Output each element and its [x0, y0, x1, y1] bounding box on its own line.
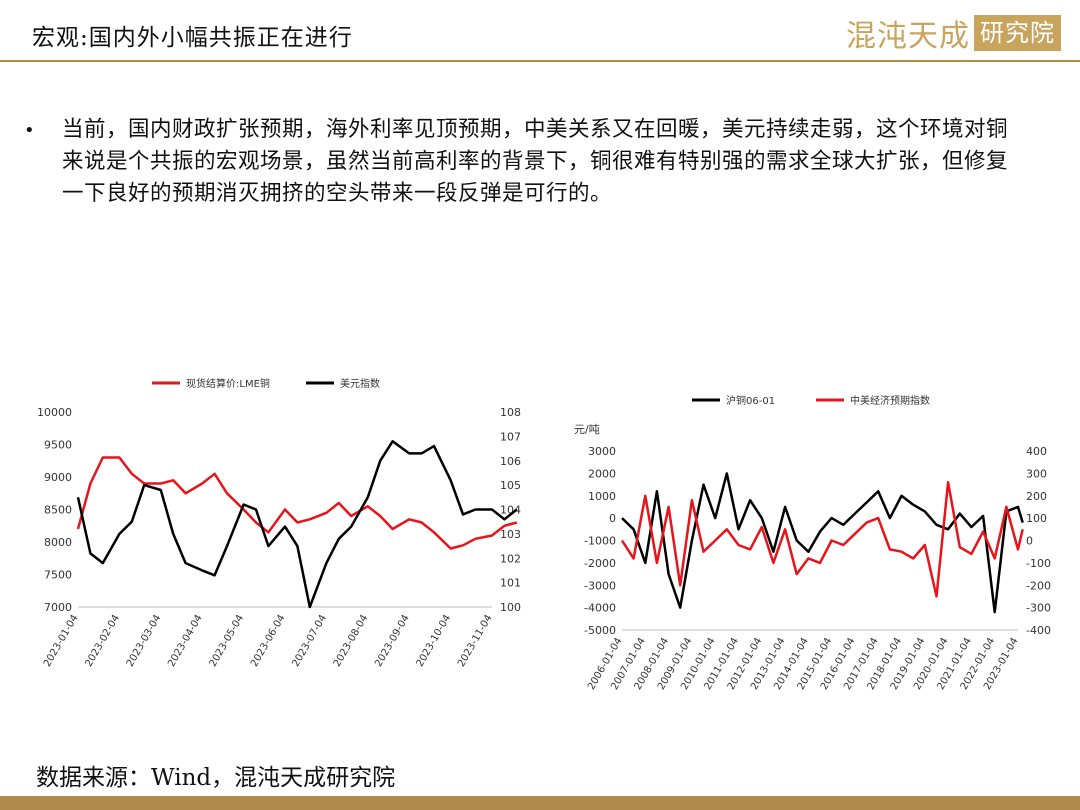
x-tick-label: 2023-09-04: [373, 613, 412, 669]
y-right-tick-label: -400: [1026, 624, 1051, 637]
y-right-tick-label: 107: [500, 430, 521, 443]
logo-box-text: 研究院: [974, 15, 1061, 51]
y-left-tick-label: 9000: [44, 471, 72, 484]
chart-shfe-spread-vs-expectation: 沪铜06-01 中美经济预期指数3000200010000-1000-2000-3…: [574, 394, 1051, 692]
y-left-tick-label: 1000: [588, 490, 616, 503]
bullet-icon: •: [24, 120, 35, 141]
y-left-tick-label: -2000: [584, 557, 616, 570]
y-left-tick-label: 3000: [588, 445, 616, 458]
series-line: [76, 456, 518, 550]
header-rule: [0, 60, 1080, 62]
y-right-tick-label: 102: [500, 552, 521, 565]
y-right-tick-label: 106: [500, 455, 521, 468]
legend-label: 美元指数: [340, 377, 380, 390]
chart-lme-copper-vs-usd: 现货结算价:LME铜 美元指数 10000 9500 9000 8500 8000 7500 7…: [37, 377, 521, 669]
y-right-tick-label: -300: [1026, 602, 1051, 615]
x-tick-label: 2023-08-04: [332, 613, 371, 669]
y-right-tick-label: 0: [1026, 535, 1033, 548]
y-left-tick-label: 10000: [37, 406, 72, 419]
x-tick-label: 2023-04-04: [166, 613, 205, 669]
y-left-tick-label: -3000: [584, 579, 616, 592]
y-right-tick-label: 105: [500, 479, 521, 492]
brand-logo: 混沌天成 研究院: [846, 14, 1061, 54]
x-tick-label: 2023-11-04: [456, 613, 495, 669]
legend-label: 中美经济预期指数: [850, 394, 930, 407]
x-tick-label: 2023-03-04: [125, 613, 164, 669]
y-left-unit: 元/吨: [574, 423, 600, 436]
y-right-tick-label: 100: [500, 601, 521, 614]
x-tick-label: 2023-07-04: [290, 613, 329, 669]
x-tick-label: 2023-02-04: [83, 613, 122, 669]
y-left-tick-label: -1000: [584, 535, 616, 548]
x-tick-label: 2023-05-04: [208, 613, 247, 669]
y-right-tick-label: 400: [1026, 445, 1047, 458]
y-right-tick-label: 104: [500, 504, 521, 517]
y-right-tick-label: 103: [500, 528, 521, 541]
slide-title: 宏观:国内外小幅共振正在进行: [32, 25, 353, 51]
series-line: [76, 440, 518, 609]
legend-label: 沪铜06-01: [726, 394, 775, 407]
y-left-tick-label: -4000: [584, 602, 616, 615]
y-right-tick-label: -100: [1026, 557, 1051, 570]
series-line: [620, 481, 1024, 598]
y-left-tick-label: 2000: [588, 467, 616, 480]
bottom-bar: [0, 796, 1080, 810]
y-left-tick-label: 7000: [44, 601, 72, 614]
y-left-tick-label: 9500: [44, 439, 72, 452]
y-right-tick-label: -200: [1026, 579, 1051, 592]
bullet-paragraph: 当前，国内财政扩张预期，海外利率见顶预期，中美关系又在回暖，美元持续走弱，这个环…: [62, 117, 1009, 206]
y-right-tick-label: 101: [500, 577, 521, 590]
y-left-tick-label: 0: [609, 512, 616, 525]
y-right-tick-label: 300: [1026, 467, 1047, 480]
y-right-tick-label: 108: [500, 406, 521, 419]
y-left-tick-label: 7500: [44, 569, 72, 582]
data-source: 数据来源：Wind，混沌天成研究院: [36, 765, 396, 791]
legend-label: 现货结算价:LME铜: [186, 377, 270, 390]
y-right-tick-label: 100: [1026, 512, 1047, 525]
logo-text: 混沌天成: [846, 19, 970, 54]
y-left-tick-label: -5000: [584, 624, 616, 637]
y-right-tick-label: 200: [1026, 490, 1047, 503]
series-line: [621, 472, 1024, 614]
y-left-tick-label: 8000: [44, 536, 72, 549]
x-tick-label: 2023-10-04: [415, 613, 454, 669]
x-tick-label: 2023-01-04: [42, 613, 81, 669]
x-tick-label: 2023-06-04: [249, 613, 288, 669]
y-left-tick-label: 8500: [44, 504, 72, 517]
